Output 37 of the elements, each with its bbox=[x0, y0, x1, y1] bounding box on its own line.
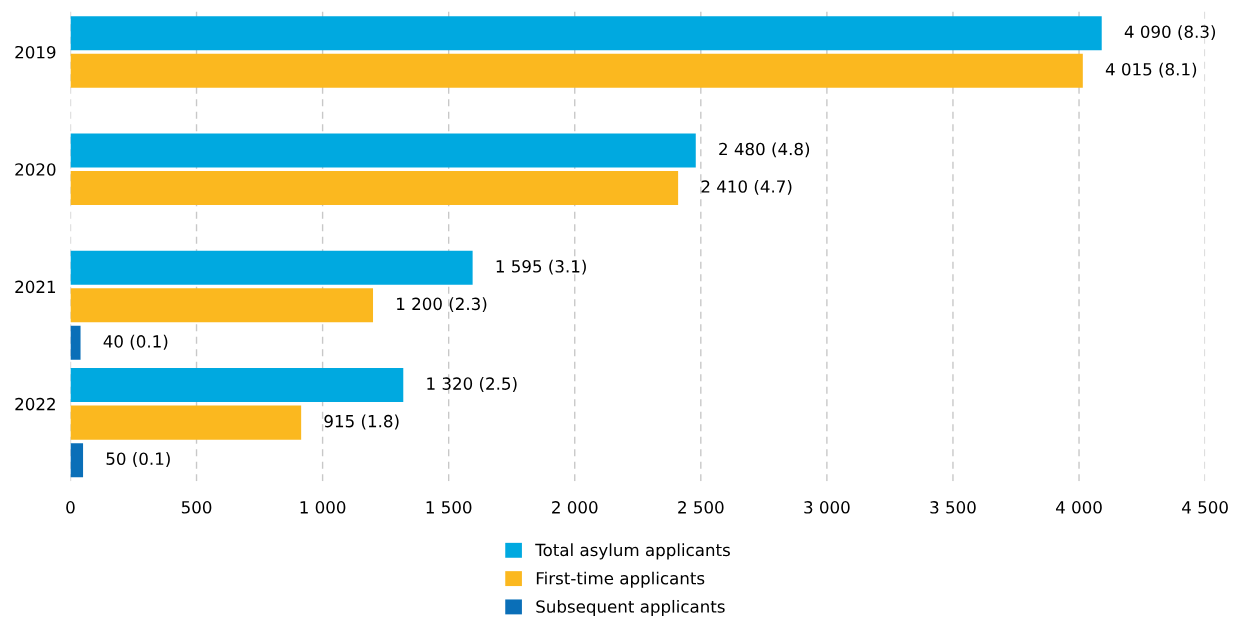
data-label: 1 320 (2.5) bbox=[427, 377, 517, 392]
data-label: 2 410 (4.7) bbox=[701, 179, 792, 195]
x-tick-label: 0 bbox=[66, 501, 75, 514]
x-tick-label: 500 bbox=[181, 501, 212, 514]
legend-label: Total asylum applicants bbox=[535, 543, 730, 560]
data-label: 40 (0.1) bbox=[103, 334, 168, 350]
x-tick-label: 1 500 bbox=[426, 501, 472, 514]
y-tick-label: 2020 bbox=[15, 163, 56, 176]
bar bbox=[70, 133, 696, 168]
data-label: 1 595 (3.1) bbox=[496, 259, 586, 275]
bar bbox=[70, 288, 374, 323]
data-label: 4 015 (8.1) bbox=[1105, 62, 1197, 78]
bar bbox=[70, 250, 473, 285]
bar bbox=[70, 368, 404, 403]
data-label: 2 480 (4.8) bbox=[719, 142, 810, 158]
bar bbox=[70, 171, 679, 206]
bar bbox=[70, 53, 1083, 88]
data-label: 915 (1.8) bbox=[324, 414, 399, 430]
x-tick-label: 3 000 bbox=[804, 501, 850, 514]
bar bbox=[70, 325, 81, 360]
x-tick-label: 2 000 bbox=[552, 501, 598, 514]
bar bbox=[70, 405, 302, 440]
bar bbox=[70, 443, 84, 478]
x-tick-label: 4 000 bbox=[1055, 501, 1102, 514]
x-tick-label: 2 500 bbox=[678, 501, 724, 514]
data-label: 50 (0.1) bbox=[106, 452, 170, 467]
x-tick-label: 3 500 bbox=[930, 501, 976, 514]
x-tick-label: 1 000 bbox=[300, 501, 346, 514]
data-label: 1 200 (2.3) bbox=[397, 297, 487, 313]
legend-label: Subsequent applicants bbox=[536, 599, 725, 617]
bar bbox=[70, 16, 1102, 51]
y-tick-label: 2022 bbox=[15, 397, 55, 411]
y-tick-label: 2019 bbox=[15, 45, 56, 59]
legend-label: First-time applicants bbox=[536, 571, 705, 588]
y-tick-label: 2021 bbox=[15, 280, 56, 294]
x-tick-label: 4 500 bbox=[1182, 501, 1228, 514]
data-label: 4 090 (8.3) bbox=[1124, 25, 1216, 40]
